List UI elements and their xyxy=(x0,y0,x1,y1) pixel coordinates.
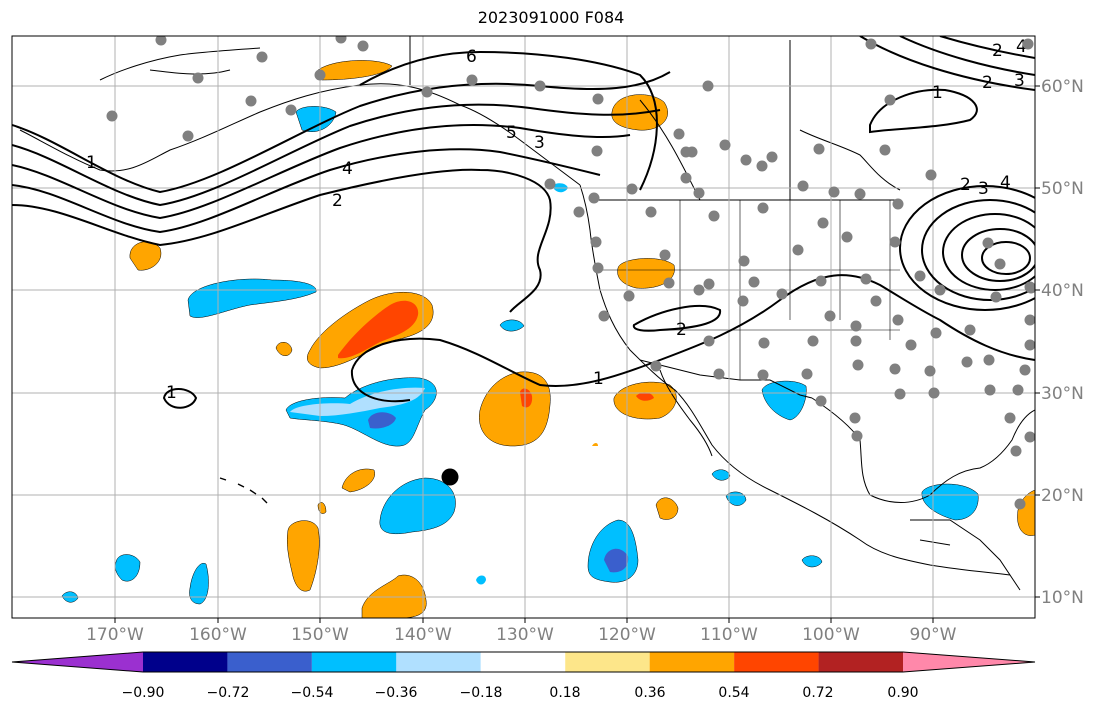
colorbar-segment xyxy=(649,652,735,672)
lon-label: 150°W xyxy=(291,625,349,645)
colorbar-tick-label: 0.18 xyxy=(549,685,580,701)
colorbar-tick-label: 0.90 xyxy=(887,685,918,701)
lon-label: 160°W xyxy=(189,625,247,645)
contour-label: 1 xyxy=(166,383,177,403)
colorbar-segment xyxy=(143,652,228,672)
colorbar-segment xyxy=(734,652,819,672)
contour-label: 1 xyxy=(86,153,97,173)
colorbar-segment xyxy=(565,652,650,672)
colorbar xyxy=(11,651,1036,673)
latitude-labels: 60°N 50°N 40°N 30°N 20°N 10°N xyxy=(1041,77,1084,608)
colorbar-tick-label: 0.36 xyxy=(634,685,665,701)
colorbar-labels: −0.90 −0.72 −0.54 −0.36 −0.18 0.18 0.36 … xyxy=(122,685,919,701)
map-title: 2023091000 F084 xyxy=(477,8,625,27)
contour-label: 4 xyxy=(1000,173,1011,193)
contour-label: 2 xyxy=(982,73,993,93)
contour-label: 4 xyxy=(1016,37,1027,57)
colorbar-segment xyxy=(227,652,312,672)
lon-label: 90°W xyxy=(910,625,957,645)
lon-label: 100°W xyxy=(802,625,860,645)
lat-label: 60°N xyxy=(1041,77,1084,97)
contour-label: 3 xyxy=(978,179,989,199)
contour-label: 2 xyxy=(960,175,971,195)
station-dots xyxy=(106,36,1035,510)
contour-label: 2 xyxy=(332,191,343,211)
colorbar-tick-label: −0.72 xyxy=(207,685,250,701)
lon-label: 140°W xyxy=(394,625,452,645)
lon-label: 130°W xyxy=(496,625,554,645)
contour-label: 6 xyxy=(466,47,477,67)
colorbar-extend-high xyxy=(903,652,1035,672)
lat-label: 20°N xyxy=(1041,486,1084,506)
contours xyxy=(12,36,1035,409)
contour-label: 1 xyxy=(932,83,943,103)
colorbar-segment xyxy=(480,652,566,672)
anomaly-shading xyxy=(61,60,1035,618)
contour-label: 2 xyxy=(676,320,687,340)
colorbar-segment xyxy=(818,652,903,672)
colorbar-tick-label: 0.72 xyxy=(802,685,833,701)
contour-label: 5 xyxy=(506,123,517,143)
lon-label: 170°W xyxy=(86,625,144,645)
contour-label: 4 xyxy=(342,159,353,179)
colorbar-segment xyxy=(396,652,481,672)
lat-label: 30°N xyxy=(1041,384,1084,404)
storm-marker xyxy=(441,468,459,486)
contour-labels: 6 5 4 3 2 1 2 1 2 3 4 1 2 3 4 1 2 xyxy=(86,37,1027,403)
lat-label: 40°N xyxy=(1041,281,1084,301)
colorbar-extend-low xyxy=(12,652,143,672)
colorbar-tick-label: 0.54 xyxy=(718,685,749,701)
longitude-labels: 170°W 160°W 150°W 140°W 130°W 120°W 110°… xyxy=(86,625,957,645)
colorbar-outline xyxy=(11,651,1036,673)
colorbar-tick-label: −0.90 xyxy=(122,685,165,701)
contour-label: 3 xyxy=(534,133,545,153)
map-frame xyxy=(12,36,1035,618)
colorbar-tick-label: −0.54 xyxy=(291,685,334,701)
colorbar-segment xyxy=(311,652,397,672)
colorbar-tick-label: −0.36 xyxy=(375,685,418,701)
lat-label: 50°N xyxy=(1041,179,1084,199)
axis-ticks xyxy=(114,85,1040,623)
contour-label: 1 xyxy=(593,369,604,389)
colorbar-tick-label: −0.18 xyxy=(460,685,503,701)
lat-label: 10°N xyxy=(1041,588,1084,608)
lon-label: 110°W xyxy=(700,625,758,645)
lon-label: 120°W xyxy=(598,625,656,645)
contour-label: 2 xyxy=(992,41,1003,61)
map-border xyxy=(11,35,1036,619)
contour-label: 3 xyxy=(1014,71,1025,91)
graticule xyxy=(12,36,1035,618)
